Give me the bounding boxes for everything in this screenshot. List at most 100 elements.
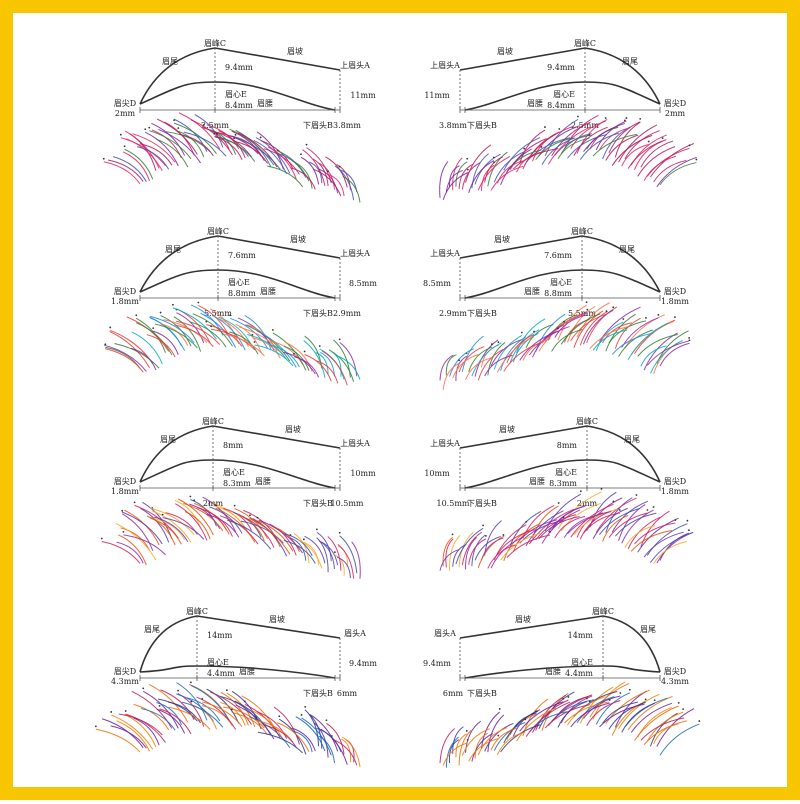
label-tip: 眉尖D <box>664 666 686 676</box>
label-head-mm: 10.5mm <box>437 499 470 508</box>
label-tip-mm: 4.3mm <box>661 677 689 686</box>
hair-stroke <box>316 537 329 573</box>
hair-stroke <box>302 149 326 186</box>
hair-dot <box>688 144 691 147</box>
label-tip: 眉尖D <box>114 666 136 676</box>
hair-dot <box>229 314 232 317</box>
hair-stroke <box>624 130 660 160</box>
hair-stroke <box>516 318 546 354</box>
hair-stroke <box>493 335 523 370</box>
hair-stroke <box>547 127 590 165</box>
hair-stroke <box>327 536 342 571</box>
hair-dot <box>135 314 138 317</box>
hair-stroke <box>477 156 511 191</box>
hair-stroke <box>209 506 243 534</box>
hair-dot <box>652 506 655 508</box>
hair-stroke <box>157 698 198 722</box>
hair-stroke <box>334 554 345 576</box>
label-head-mm: 3.8mm <box>439 121 467 130</box>
hair-dot <box>586 308 589 311</box>
hair-stroke <box>500 336 527 371</box>
hair-stroke <box>627 139 667 169</box>
hair-stroke <box>496 336 534 373</box>
hair-dot <box>197 301 200 304</box>
hair-stroke <box>107 159 144 182</box>
hair-stroke <box>257 731 303 754</box>
hair-stroke <box>490 727 518 751</box>
hair-stroke <box>583 512 620 534</box>
label-peak: 眉峰C <box>202 416 224 426</box>
hair-dot <box>278 715 281 718</box>
hair-dot <box>102 157 105 160</box>
label-slope: 眉坡 <box>285 424 301 434</box>
hair-dot <box>205 320 208 323</box>
hair-stroke <box>223 706 265 729</box>
hair-dot <box>497 341 500 344</box>
label-tip: 眉尖D <box>664 286 686 296</box>
hair-stroke <box>500 724 541 753</box>
brow-upper-line <box>459 47 661 105</box>
hair-dot <box>318 345 321 347</box>
brow-upper-line <box>459 235 661 293</box>
hair-stroke <box>484 355 513 377</box>
hair-stroke <box>442 362 460 390</box>
hair-dot <box>208 502 211 505</box>
hair-stroke <box>168 706 211 730</box>
label-waist: 眉腰 <box>524 287 540 296</box>
hair-stroke <box>500 148 532 186</box>
hair-stroke <box>592 329 628 351</box>
hair-stroke <box>206 688 240 724</box>
hair-stroke <box>101 540 141 564</box>
hair-dot <box>646 509 649 511</box>
label-tip-mm: 1.8mm <box>111 297 139 306</box>
hair-stroke <box>532 324 565 358</box>
hair-dot <box>645 317 647 319</box>
hair-dot <box>682 708 685 710</box>
hair-stroke <box>116 541 144 564</box>
hair-stroke <box>295 716 326 752</box>
hair-stroke <box>110 725 147 749</box>
hair-stroke <box>103 344 147 372</box>
hair-stroke <box>270 340 304 365</box>
hair-stroke <box>653 159 687 183</box>
label-height-mm: 11mm <box>350 91 376 100</box>
hair-dot <box>490 343 493 346</box>
hair-stroke <box>614 512 657 537</box>
hair-stroke <box>544 704 590 729</box>
hair-stroke <box>570 702 610 728</box>
label-upper-mm: 14mm <box>568 631 594 640</box>
hair-stroke <box>563 515 596 538</box>
hair-stroke <box>586 700 621 726</box>
hair-stroke <box>249 518 291 555</box>
hair-stroke <box>522 505 555 539</box>
hair-dot <box>201 697 204 700</box>
hair-stroke <box>118 534 147 566</box>
hair-dot <box>172 303 174 306</box>
hair-dot <box>562 697 565 700</box>
hair-stroke <box>646 711 684 742</box>
hair-stroke <box>611 700 646 736</box>
hair-stroke <box>611 134 653 166</box>
label-head-bottom: 下眉头B <box>467 308 497 318</box>
hair-stroke <box>605 134 639 161</box>
hair-stroke <box>176 682 208 721</box>
hair-stroke <box>321 350 348 386</box>
hair-dot <box>623 119 626 122</box>
label-peak: 眉峰C <box>574 38 596 48</box>
hair-stroke <box>649 712 678 747</box>
hair-stroke <box>263 148 300 175</box>
hair-dot <box>110 711 113 713</box>
hair-stroke <box>124 148 154 180</box>
hair-stroke <box>643 720 687 746</box>
hair-stroke <box>136 146 170 170</box>
label-height-mm: 8.5mm <box>423 279 451 288</box>
label-slope: 眉坡 <box>494 234 510 244</box>
hair-dot <box>243 700 246 703</box>
label-head-top: 眉头A <box>344 628 366 638</box>
hair-stroke <box>328 349 355 382</box>
hair-stroke <box>116 720 151 752</box>
label-head-mm: 3.8mm <box>333 121 361 130</box>
hair-stroke <box>503 137 541 171</box>
hair-stroke <box>554 314 587 338</box>
hair-stroke <box>339 341 358 377</box>
